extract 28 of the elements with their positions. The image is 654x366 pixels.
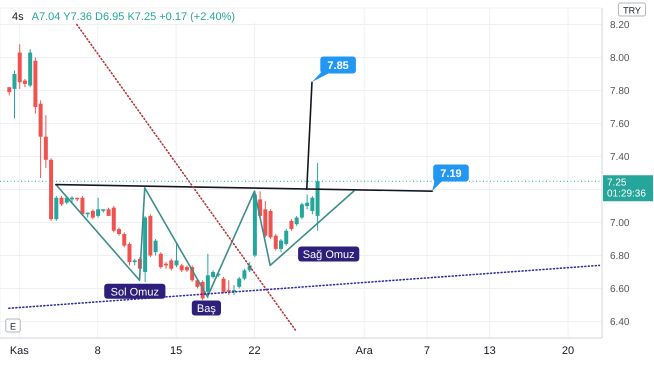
x-tick-label: Ara <box>356 344 374 357</box>
x-tick-label: 8 <box>94 344 101 357</box>
x-tick-label: 15 <box>170 344 182 357</box>
annotation: 7.19 <box>440 168 462 180</box>
annotation: E <box>10 322 16 332</box>
currency-box: TRY <box>618 2 646 16</box>
y-tick-label: 7.60 <box>610 119 630 130</box>
x-tick-label: 22 <box>248 344 261 357</box>
x-tick-label: 7 <box>424 344 430 357</box>
y-tick-label: 7.00 <box>610 218 630 230</box>
annotation: Baş <box>196 303 216 316</box>
e-button: E <box>5 318 21 332</box>
y-tick-label: 6.80 <box>610 251 630 262</box>
x-tick-label: Kas <box>10 344 30 357</box>
y-tick-label: 6.40 <box>610 317 630 328</box>
annotation: 7.85 <box>327 60 349 72</box>
x-tick-label: 13 <box>484 344 496 357</box>
y-tick-label: 6.60 <box>610 284 630 296</box>
x-tick-label: 20 <box>562 344 574 357</box>
ref-line-label: 7.25 01:29:36 <box>607 177 646 200</box>
annotation: Sol Omuz <box>110 286 159 298</box>
chart-subtitle: A7.04 Y7.36 D6.95 K7.25 +0.17 (+2.40%) <box>32 11 236 23</box>
y-tick-label: 7.40 <box>610 152 630 164</box>
chart-title: 4s <box>12 11 24 23</box>
y-tick-label: 8.20 <box>610 20 630 32</box>
annotation: Sağ Omuz <box>302 249 355 261</box>
y-tick-label: 7.80 <box>610 86 630 98</box>
y-tick-label: 8.00 <box>610 53 630 64</box>
